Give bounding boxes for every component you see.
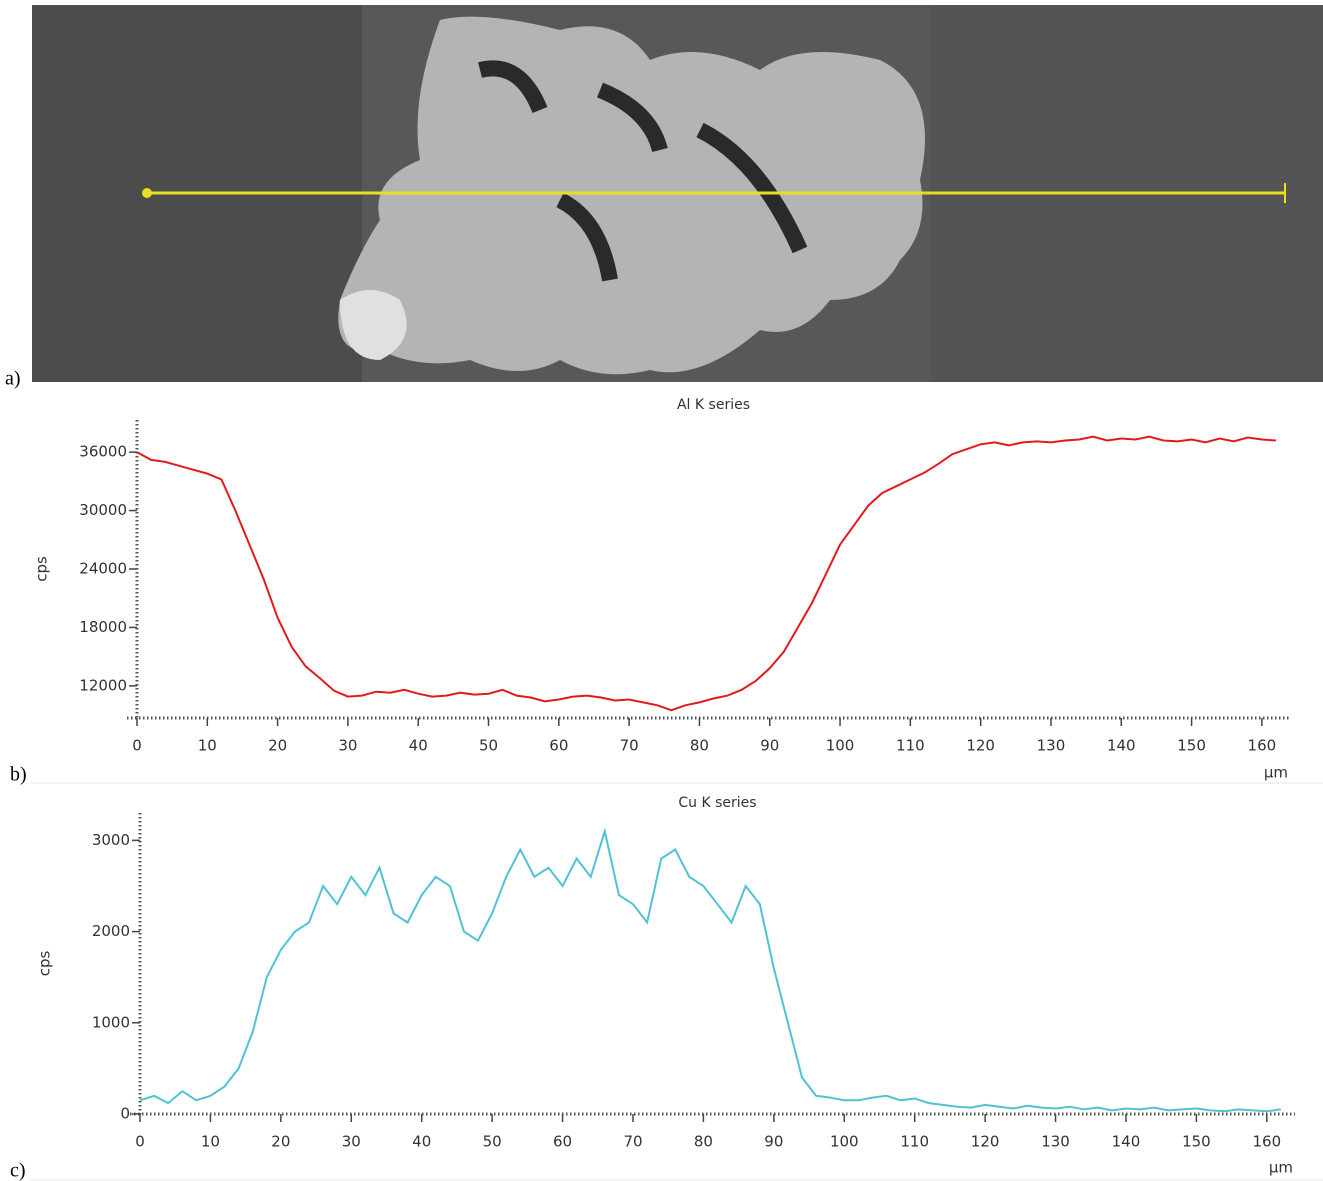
bright-spot [340, 290, 407, 360]
x-tick-label: 150 [1177, 737, 1206, 755]
y-tick-label: 1000 [92, 1013, 130, 1031]
panel-label: a) [5, 368, 21, 390]
y-tick-label: 30000 [79, 501, 127, 519]
x-tick-label: 70 [620, 737, 639, 755]
x-tick-label: 80 [694, 1133, 713, 1151]
x-tick-label: 20 [268, 737, 287, 755]
x-tick-label: 120 [971, 1133, 1000, 1151]
x-tick-label: 50 [483, 1133, 502, 1151]
x-tick-label: 110 [896, 737, 925, 755]
panel-label: b) [10, 764, 27, 786]
x-tick-label: 130 [1037, 737, 1066, 755]
x-tick-label: 90 [760, 737, 779, 755]
x-tick-label: 50 [479, 737, 498, 755]
x-tick-label: 0 [132, 737, 142, 755]
x-tick-label: 70 [623, 1133, 642, 1151]
y-tick-label: 24000 [79, 560, 127, 578]
y-axis-label: cps [36, 951, 54, 977]
y-axis-label: cps [33, 556, 51, 582]
precipitate [338, 16, 925, 375]
x-tick-label: 20 [271, 1133, 290, 1151]
x-tick-label: 140 [1107, 737, 1136, 755]
x-tick-label: 0 [135, 1133, 145, 1151]
x-tick-label: 140 [1112, 1133, 1141, 1151]
x-tick-label: 80 [690, 737, 709, 755]
x-tick-label: 40 [409, 737, 428, 755]
x-tick-label: 30 [338, 737, 357, 755]
x-tick-label: 60 [549, 737, 568, 755]
sem-image [32, 5, 1323, 382]
scan-start [142, 188, 152, 198]
x-tick-label: 120 [966, 737, 995, 755]
y-tick-label: 0 [120, 1105, 130, 1123]
y-tick-label: 3000 [92, 831, 130, 849]
data-line [136, 435, 1276, 712]
chart-title: Al K series [677, 397, 750, 413]
x-tick-label: 60 [553, 1133, 572, 1151]
x-tick-label: 150 [1182, 1133, 1211, 1151]
x-tick-label: 10 [198, 737, 217, 755]
x-tick-label: 40 [412, 1133, 431, 1151]
x-tick-label: 100 [830, 1133, 859, 1151]
y-tick-label: 12000 [79, 676, 127, 694]
panel-label: c) [10, 1160, 26, 1181]
x-tick-label: 110 [900, 1133, 929, 1151]
y-tick-label: 18000 [79, 618, 127, 636]
x-tick-label: 160 [1248, 737, 1277, 755]
x-tick-label: 100 [826, 737, 855, 755]
x-tick-label: 130 [1041, 1133, 1070, 1151]
x-axis-label: µm [1269, 1159, 1293, 1177]
data-line [139, 827, 1282, 1113]
x-tick-label: 160 [1253, 1133, 1282, 1151]
chart-title: Cu K series [678, 795, 756, 811]
x-tick-label: 30 [342, 1133, 361, 1151]
y-tick-label: 2000 [92, 922, 130, 940]
precipitate-gap [478, 60, 808, 282]
y-tick-label: 36000 [79, 443, 127, 461]
x-tick-label: 90 [764, 1133, 783, 1151]
x-axis-label: µm [1264, 764, 1288, 782]
x-tick-label: 10 [201, 1133, 220, 1151]
